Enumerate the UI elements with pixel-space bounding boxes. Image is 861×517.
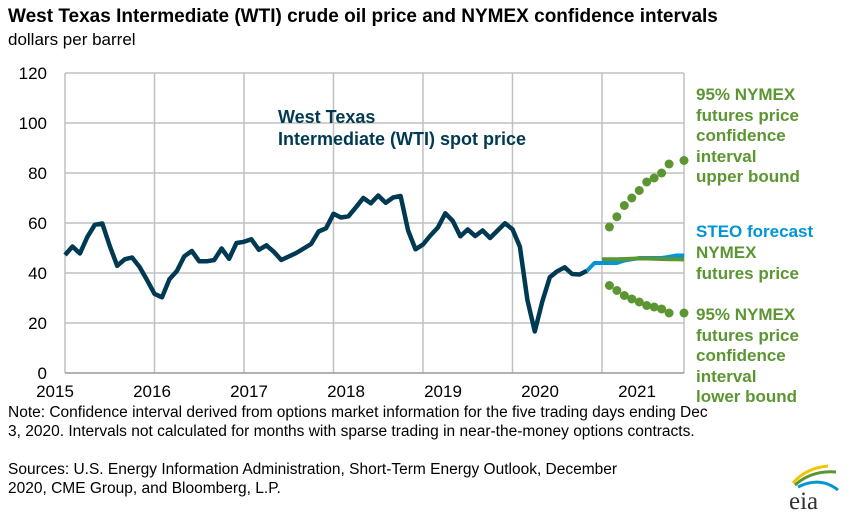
confidence-dot xyxy=(657,304,667,314)
y-tick-label: 0 xyxy=(38,364,47,383)
lower-bound-label: 95% NYMEX futures price confidence inter… xyxy=(696,305,799,406)
x-tick-label: 2017 xyxy=(230,382,268,401)
confidence-dot xyxy=(634,186,644,195)
steo-forecast-label: STEO forecast xyxy=(696,222,814,241)
y-tick-label: 80 xyxy=(28,164,47,183)
upper-bound-label: 95% NYMEX futures price confidence inter… xyxy=(696,85,800,186)
y-tick-label: 100 xyxy=(19,114,47,133)
confidence-dot xyxy=(619,201,629,210)
x-tick-label: 2018 xyxy=(327,382,365,401)
confidence-dot xyxy=(604,222,614,232)
x-tick-label: 2015 xyxy=(36,382,74,401)
y-tick-label: 120 xyxy=(19,64,47,83)
confidence-dot xyxy=(642,177,652,187)
x-tick-label: 2016 xyxy=(133,382,171,401)
confidence-dot xyxy=(634,297,644,307)
confidence-dot xyxy=(679,308,689,318)
x-tick-label: 2021 xyxy=(618,382,656,401)
confidence-dot xyxy=(664,308,674,318)
y-tick-label: 40 xyxy=(28,264,47,283)
confidence-dot xyxy=(627,193,637,203)
confidence-dot xyxy=(649,173,659,183)
wti-series-label: West Texas Intermediate (WTI) spot price xyxy=(278,107,527,149)
series-line-nymex xyxy=(602,256,685,262)
x-tick-label: 2019 xyxy=(424,382,462,401)
confidence-dot xyxy=(657,168,667,178)
chart-subtitle: dollars per barrel xyxy=(8,30,136,49)
series-line-west xyxy=(63,193,589,334)
confidence-dot xyxy=(612,212,622,222)
confidence-dot xyxy=(612,286,622,295)
y-tick-label: 60 xyxy=(28,214,47,233)
chart-note: Note: Confidence interval derived from o… xyxy=(8,404,708,440)
confidence-dot xyxy=(679,156,689,165)
confidence-dot xyxy=(649,302,659,312)
confidence-dot xyxy=(642,301,652,310)
svg-text:eia: eia xyxy=(789,488,818,515)
y-tick-label: 20 xyxy=(28,314,47,333)
nymex-futures-label: NYMEX futures price xyxy=(696,243,799,283)
confidence-dot xyxy=(604,281,614,290)
confidence-dot xyxy=(627,294,637,304)
confidence-dot xyxy=(664,159,674,169)
chart-title: West Texas Intermediate (WTI) crude oil … xyxy=(8,6,718,27)
chart-sources: Sources: U.S. Energy Information Adminis… xyxy=(8,461,618,497)
confidence-dot xyxy=(619,291,629,300)
x-tick-label: 2020 xyxy=(521,382,559,401)
